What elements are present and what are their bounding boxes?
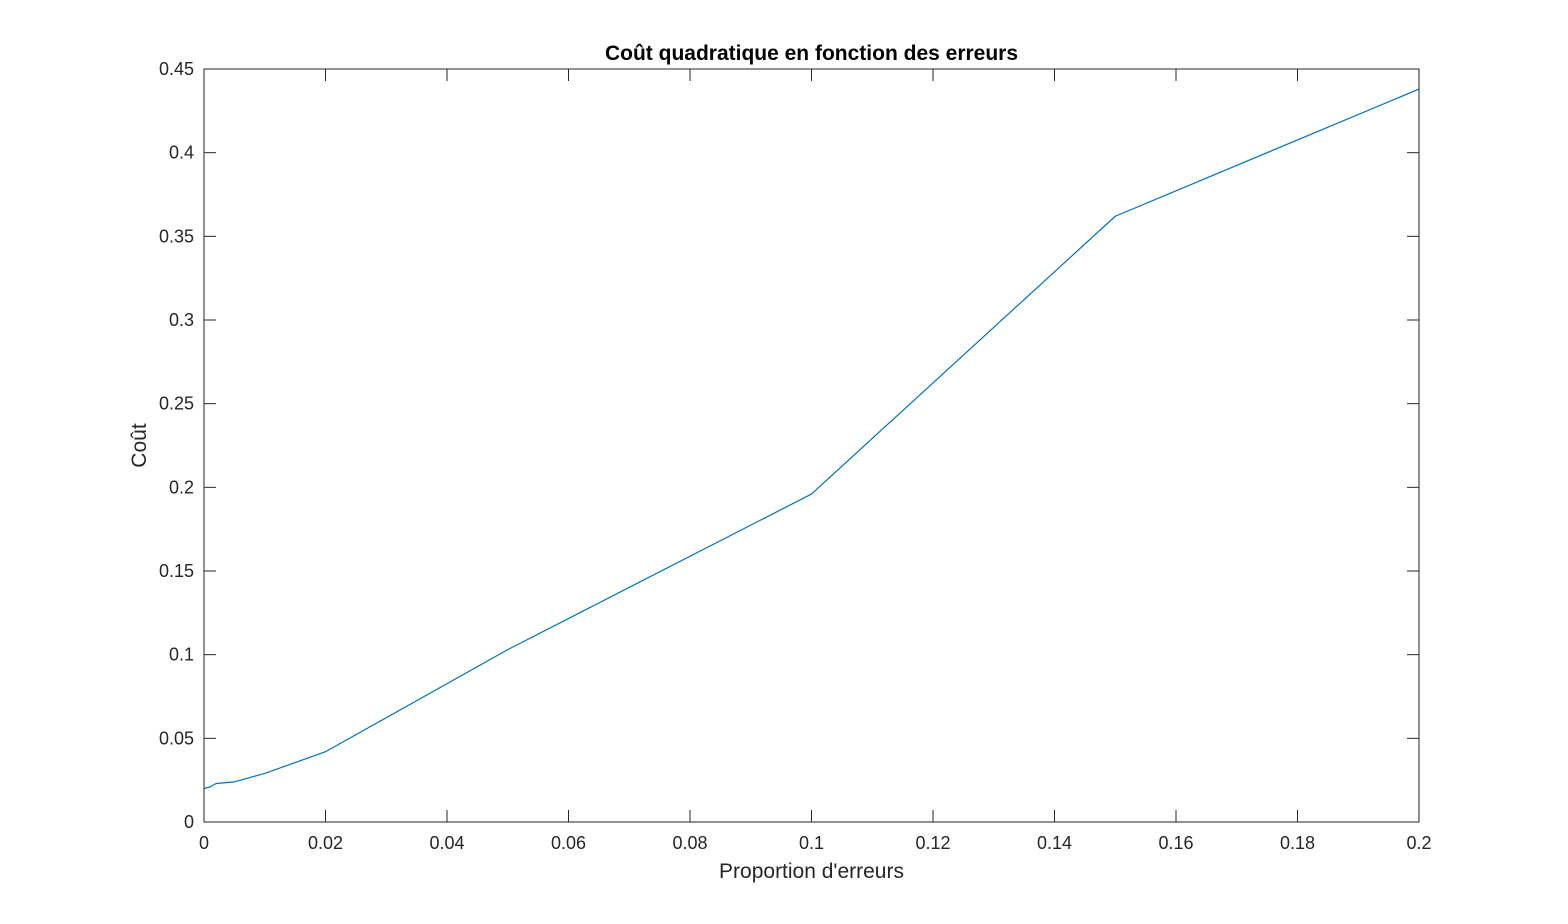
series-line xyxy=(203,88,1420,790)
y-tick-label: 0.15 xyxy=(159,561,194,581)
plot-background xyxy=(204,69,1419,822)
x-tick-label: 0.06 xyxy=(551,833,586,853)
y-tick-label: 0.25 xyxy=(159,394,194,414)
x-axis-label: Proportion d'erreurs xyxy=(719,860,904,883)
plot-box xyxy=(203,68,1420,823)
y-tick-label: 0.45 xyxy=(159,59,194,79)
y-tick-label: 0.3 xyxy=(169,310,194,330)
y-tick-label: 0.1 xyxy=(169,645,194,665)
y-tick-label: 0 xyxy=(184,812,194,832)
series-layer xyxy=(203,88,1420,790)
x-tick-label: 0.04 xyxy=(429,833,464,853)
x-tick-label: 0.1 xyxy=(799,833,824,853)
x-tick-label: 0.2 xyxy=(1406,833,1431,853)
y-tick-label: 0.2 xyxy=(169,477,194,497)
x-tick-label: 0.16 xyxy=(1158,833,1193,853)
x-tick-label: 0.14 xyxy=(1037,833,1072,853)
y-tick-label: 0.05 xyxy=(159,728,194,748)
x-tick-labels: 0 0.02 0.04 0.06 0.08 0.1 0.12 0.14 0.16 0.18 0.2 xyxy=(199,833,1432,853)
y-tick-labels: 0 0.05 0.1 0.15 0.2 0.25 0.3 0.35 0.4 0.45 xyxy=(159,59,194,832)
y-tick-label: 0.4 xyxy=(169,143,194,163)
x-tick-label: 0.18 xyxy=(1280,833,1315,853)
x-tick-label: 0.02 xyxy=(308,833,343,853)
chart-title: Coût quadratique en fonction des erreurs xyxy=(605,42,1018,65)
y-tick-label: 0.35 xyxy=(159,226,194,246)
x-tick-label: 0 xyxy=(199,833,209,853)
y-axis-label: Coût xyxy=(128,423,151,468)
x-tick-label: 0.08 xyxy=(672,833,707,853)
x-tick-label: 0.12 xyxy=(915,833,950,853)
